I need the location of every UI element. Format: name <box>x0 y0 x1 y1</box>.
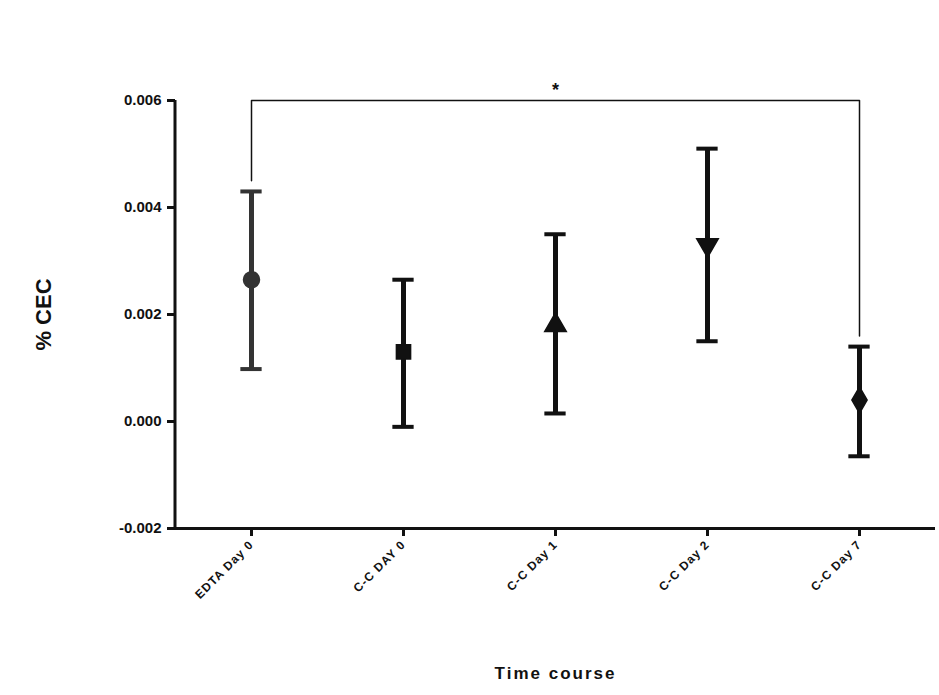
svg-text:0.006: 0.006 <box>124 91 162 108</box>
svg-text:C-C Day 1: C-C Day 1 <box>504 537 560 593</box>
svg-text:0.002: 0.002 <box>124 305 162 322</box>
svg-text:C-C Day 2: C-C Day 2 <box>656 537 712 593</box>
svg-text:C-C Day 7: C-C Day 7 <box>808 537 864 593</box>
svg-text:0.000: 0.000 <box>124 412 162 429</box>
svg-text:C-C DAY 0: C-C DAY 0 <box>351 537 409 595</box>
svg-text:*: * <box>552 80 559 100</box>
svg-text:-0.002: -0.002 <box>119 519 162 536</box>
svg-text:EDTA Day 0: EDTA Day 0 <box>192 537 256 601</box>
svg-text:% CEC: % CEC <box>31 278 56 350</box>
svg-text:0.004: 0.004 <box>124 198 162 215</box>
svg-text:Time course: Time course <box>495 664 617 683</box>
